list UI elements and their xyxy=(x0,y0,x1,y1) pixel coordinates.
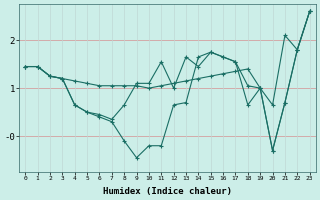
X-axis label: Humidex (Indice chaleur): Humidex (Indice chaleur) xyxy=(103,187,232,196)
